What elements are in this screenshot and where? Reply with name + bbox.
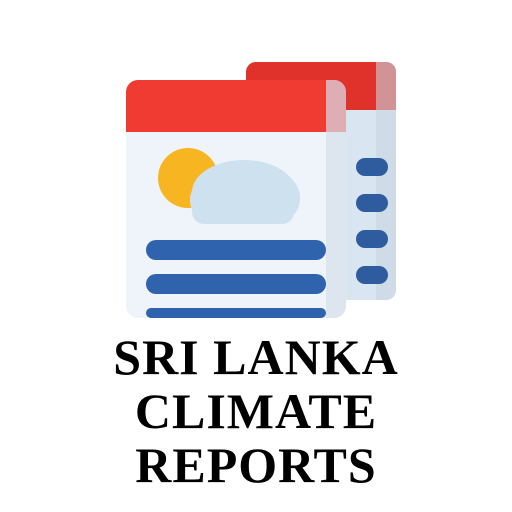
front-card — [126, 80, 346, 318]
title-line-2: CLIMATE — [113, 384, 398, 438]
title-line-1: SRI LANKA — [113, 330, 398, 384]
title-line-3: REPORTS — [113, 438, 398, 492]
weather-report-icon — [106, 40, 406, 320]
page-title: SRI LANKA CLIMATE REPORTS — [113, 330, 398, 492]
